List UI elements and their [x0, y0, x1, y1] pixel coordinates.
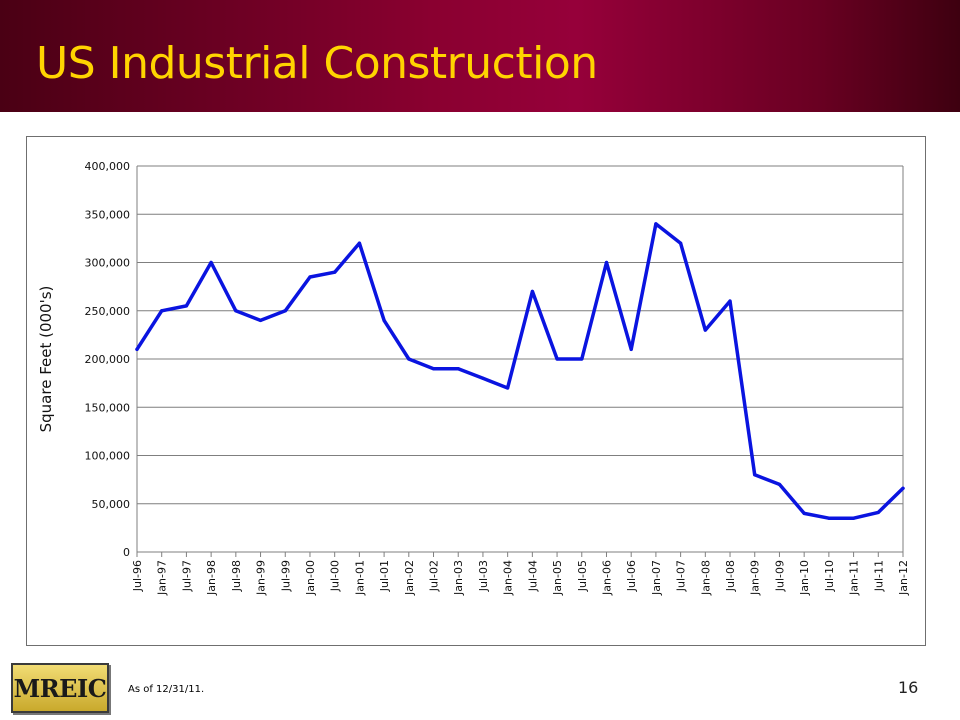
data-point [506, 386, 510, 390]
x-tick-label: Jan-07 [650, 560, 663, 596]
x-tick-label: Jul-10 [823, 560, 836, 592]
x-tick-label: Jul-08 [724, 560, 737, 592]
data-point [456, 367, 460, 371]
x-tick-label: Jul-00 [329, 560, 342, 592]
y-tick-label: 0 [123, 546, 130, 559]
data-point [851, 516, 856, 520]
y-tick-label: 100,000 [85, 450, 131, 463]
data-point [580, 357, 584, 361]
x-tick-label: Jul-11 [872, 560, 885, 592]
footnote: As of 12/31/11. [128, 684, 205, 695]
x-tick-label: Jul-96 [131, 560, 144, 592]
x-tick-label: Jul-06 [625, 560, 638, 592]
logo-text: MREIC [13, 673, 107, 703]
x-tick-label: Jan-11 [848, 560, 861, 596]
x-tick-label: Jul-99 [279, 560, 292, 592]
x-tick-label: Jul-97 [180, 560, 193, 592]
data-point [530, 289, 534, 294]
company-logo: MREIC [11, 663, 109, 713]
data-point [777, 482, 782, 487]
title-bar: US Industrial Construction [0, 0, 960, 112]
data-point [679, 241, 683, 245]
x-tick-label: Jul-03 [477, 560, 490, 592]
y-axis-title: Square Feet (000's) [37, 286, 55, 433]
x-tick-label: Jan-09 [749, 560, 762, 596]
data-point [209, 260, 213, 265]
y-tick-label: 200,000 [85, 353, 131, 366]
data-point [431, 367, 436, 371]
page-number: 16 [898, 678, 919, 697]
x-tick-label: Jul-09 [773, 560, 786, 592]
y-tick-label: 50,000 [92, 498, 131, 511]
data-point [654, 222, 658, 226]
x-tick-label: Jan-12 [897, 560, 910, 596]
data-point [629, 347, 633, 351]
series-line [135, 222, 905, 520]
x-tick-label: Jul-04 [526, 560, 539, 592]
x-tick-label: Jan-04 [502, 560, 515, 596]
x-tick-label: Jan-98 [205, 560, 218, 596]
x-tick-label: Jul-07 [675, 560, 688, 592]
data-point [258, 318, 263, 322]
x-tick-label: Jul-02 [428, 560, 441, 592]
data-point [901, 486, 905, 490]
data-point [308, 275, 312, 279]
data-point [604, 260, 609, 265]
x-tick-label: Jan-03 [452, 560, 465, 596]
data-point [382, 318, 386, 322]
x-tick-label: Jul-98 [230, 560, 243, 592]
slide-title: US Industrial Construction [36, 38, 598, 89]
x-tick-label: Jan-00 [304, 560, 317, 596]
y-tick-label: 400,000 [85, 160, 131, 173]
data-point [160, 309, 164, 313]
y-tick-label: 250,000 [85, 305, 131, 318]
x-tick-label: Jan-02 [403, 560, 416, 596]
x-tick-label: Jan-99 [255, 560, 268, 596]
data-point [876, 510, 880, 515]
data-point [555, 357, 559, 361]
data-point [357, 241, 361, 245]
data-point [703, 328, 707, 332]
data-point [481, 376, 485, 380]
x-tick-label: Jul-01 [378, 560, 391, 592]
x-tick-label: Jan-05 [551, 560, 564, 596]
y-tick-label: 150,000 [85, 401, 131, 414]
data-point [135, 347, 139, 351]
data-point [333, 270, 337, 274]
line-chart: 0 50,000 100,000 150,000 200,000 250,000 300,0… [37, 160, 910, 596]
data-point [827, 516, 831, 520]
data-point [184, 304, 189, 308]
x-tick-label: Jan-01 [353, 560, 366, 596]
x-tick-label: Jan-06 [600, 560, 613, 596]
y-tick-label: 350,000 [85, 208, 131, 221]
x-tick-label: Jul-05 [576, 560, 589, 592]
data-point [753, 473, 757, 477]
data-point [802, 511, 806, 515]
y-tick-label: 300,000 [85, 257, 131, 270]
x-tick-label: Jan-97 [156, 560, 169, 596]
data-point [234, 309, 238, 313]
data-point [728, 299, 732, 303]
x-tick-label: Jan-10 [798, 560, 811, 596]
chart-frame: 0 50,000 100,000 150,000 200,000 250,000 300,0… [26, 136, 926, 646]
data-point [283, 309, 287, 313]
data-point [407, 357, 411, 361]
x-tick-label: Jan-08 [699, 560, 712, 596]
